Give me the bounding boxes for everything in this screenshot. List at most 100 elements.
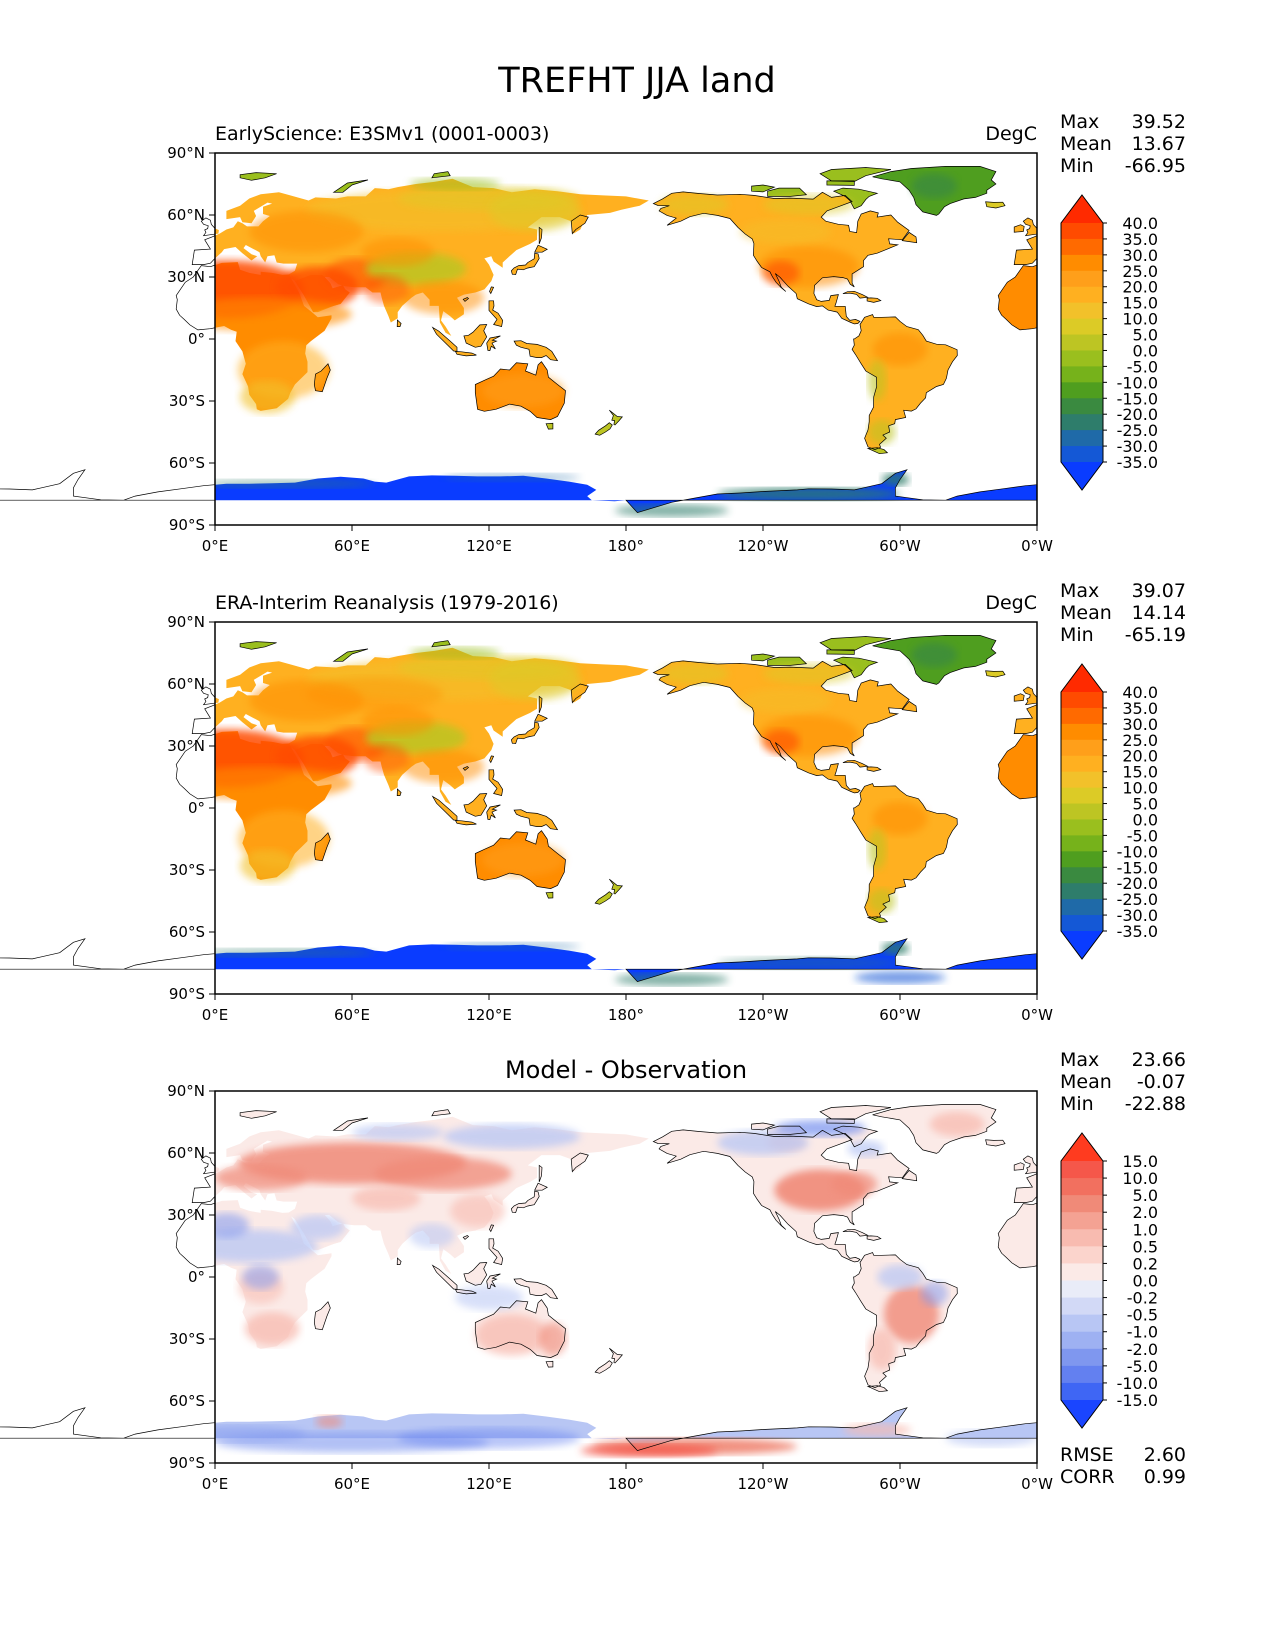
stat-label: Min xyxy=(1060,1093,1094,1115)
colorbar-label: -35.0 xyxy=(1117,922,1158,941)
lon-tick-label: 120°W xyxy=(738,537,789,555)
colorbar-swatch xyxy=(1061,787,1103,805)
colorbar-swatch xyxy=(1061,1382,1103,1401)
figure-title: TREFHT JJA land xyxy=(497,61,775,101)
lon-tick-label: 60°W xyxy=(879,1006,921,1024)
lat-tick-label: 60°S xyxy=(169,1392,205,1410)
lon-tick-label: 180° xyxy=(608,537,644,555)
colorbar-label: 20.0 xyxy=(1122,278,1158,297)
colorbar-label: -5.0 xyxy=(1127,357,1158,376)
lon-tick-label: 120°E xyxy=(466,1006,512,1024)
colorbar-label: -15.0 xyxy=(1117,1391,1158,1410)
colorbar-label: -10.0 xyxy=(1117,842,1158,861)
colorbar-extend-min xyxy=(1061,1400,1103,1428)
colorbar-label: 0.2 xyxy=(1133,1254,1158,1273)
coastlines xyxy=(0,1104,1037,1451)
colorbar-swatch xyxy=(1061,1246,1103,1265)
colorbar-label: 5.0 xyxy=(1133,795,1158,814)
coastlines xyxy=(0,635,1037,982)
colorbar-label: 35.0 xyxy=(1122,230,1158,249)
colorbar-swatch xyxy=(1061,723,1103,741)
lon-tick-label: 180° xyxy=(608,1475,644,1493)
lon-tick-label: 120°W xyxy=(738,1475,789,1493)
colorbar-swatch xyxy=(1061,238,1103,256)
lat-tick-label: 30°S xyxy=(169,1330,205,1348)
colorbar-label: -15.0 xyxy=(1117,858,1158,877)
lon-tick-label: 0°E xyxy=(202,537,229,555)
lon-tick-label: 60°E xyxy=(334,537,370,555)
lat-tick-label: 60°N xyxy=(167,1144,205,1162)
stat-value: -22.88 xyxy=(1125,1093,1186,1115)
panel-difference: Model - Observation 90°N 60°N 30°N 0° 30°S 60… xyxy=(0,1049,1186,1493)
colorbar-label: 25.0 xyxy=(1122,731,1158,750)
colorbar-label: -15.0 xyxy=(1117,389,1158,408)
colorbar-swatch xyxy=(1061,739,1103,757)
colorbar-swatch xyxy=(1061,350,1103,367)
colorbar-swatch xyxy=(1061,286,1103,304)
lon-tick-label: 120°W xyxy=(738,1006,789,1024)
lon-axis: 0°E 60°E 120°E 180° 120°W 60°W 0°W xyxy=(202,525,1053,555)
colorbar-swatch xyxy=(1061,302,1103,320)
colorbar-label: 15.0 xyxy=(1122,294,1158,313)
lon-tick-label: 180° xyxy=(608,1006,644,1024)
colorbar-swatch xyxy=(1061,883,1103,900)
lon-tick-label: 0°E xyxy=(202,1006,229,1024)
lon-tick-label: 0°E xyxy=(202,1475,229,1493)
metric-label: CORR xyxy=(1060,1466,1115,1488)
stat-value: -0.07 xyxy=(1137,1071,1186,1093)
stats-block: Max 39.07 Mean 14.14 Min -65.19 xyxy=(1060,580,1186,646)
lat-tick-label: 30°S xyxy=(169,392,205,410)
stats-block: Max 23.66 Mean -0.07 Min -22.88 xyxy=(1060,1049,1186,1115)
lat-tick-label: 90°N xyxy=(167,613,205,631)
coastlines xyxy=(0,166,1037,513)
lon-axis: 0°E 60°E 120°E 180° 120°W 60°W 0°W xyxy=(202,994,1053,1024)
lat-tick-label: 0° xyxy=(188,1268,205,1286)
lon-tick-label: 60°W xyxy=(879,537,921,555)
colorbar-extend-max xyxy=(1061,1133,1103,1161)
colorbar-label: -10.0 xyxy=(1117,373,1158,392)
colorbar-label: 0.5 xyxy=(1133,1237,1158,1256)
colorbar-label: 1.0 xyxy=(1133,1220,1158,1239)
stat-value: 23.66 xyxy=(1132,1049,1186,1071)
lon-tick-label: 60°E xyxy=(334,1475,370,1493)
lat-tick-label: 0° xyxy=(188,330,205,348)
units-label: DegC xyxy=(985,592,1037,614)
colorbar-extend-max xyxy=(1061,195,1103,223)
colorbar-label: 0.0 xyxy=(1133,341,1158,360)
colorbar-swatch xyxy=(1061,915,1103,932)
lat-tick-label: 0° xyxy=(188,799,205,817)
colorbar-label: 30.0 xyxy=(1122,246,1158,265)
colorbar-extend-min xyxy=(1061,462,1103,490)
colorbar-swatch xyxy=(1061,223,1103,240)
colorbar-swatch xyxy=(1061,1178,1103,1196)
colorbar-swatch xyxy=(1061,430,1103,447)
colorbar-label: 15.0 xyxy=(1122,1152,1158,1171)
lon-tick-label: 0°W xyxy=(1021,537,1053,555)
colorbar-label: 2.0 xyxy=(1133,1203,1158,1222)
stat-label: Mean xyxy=(1060,133,1112,155)
stat-label: Mean xyxy=(1060,602,1112,624)
lat-tick-label: 30°N xyxy=(167,268,205,286)
lat-tick-label: 60°S xyxy=(169,923,205,941)
rmse-corr-block: RMSE 2.60 CORR 0.99 xyxy=(1060,1444,1186,1488)
lon-tick-label: 60°E xyxy=(334,1006,370,1024)
colorbar-swatch xyxy=(1061,851,1103,868)
lat-tick-label: 30°N xyxy=(167,737,205,755)
colorbar-label: 30.0 xyxy=(1122,715,1158,734)
lat-axis: 90°N 60°N 30°N 0° 30°S 60°S 90°S xyxy=(167,613,215,1003)
stat-label: Max xyxy=(1060,111,1099,133)
temperature-map xyxy=(215,166,1037,525)
stat-label: Max xyxy=(1060,580,1099,602)
colorbar-label: -30.0 xyxy=(1117,906,1158,925)
colorbar-swatch xyxy=(1061,1212,1103,1230)
lat-tick-label: 30°N xyxy=(167,1206,205,1224)
colorbar-label: -1.0 xyxy=(1127,1323,1158,1342)
colorbar-swatch xyxy=(1061,819,1103,836)
colorbar-swatch xyxy=(1061,270,1103,288)
colorbar-label: 5.0 xyxy=(1133,1186,1158,1205)
colorbar-swatch xyxy=(1061,446,1103,463)
colorbar-label: 40.0 xyxy=(1122,214,1158,233)
colorbar-swatch xyxy=(1061,414,1103,431)
colorbar-label: -5.0 xyxy=(1127,1357,1158,1376)
